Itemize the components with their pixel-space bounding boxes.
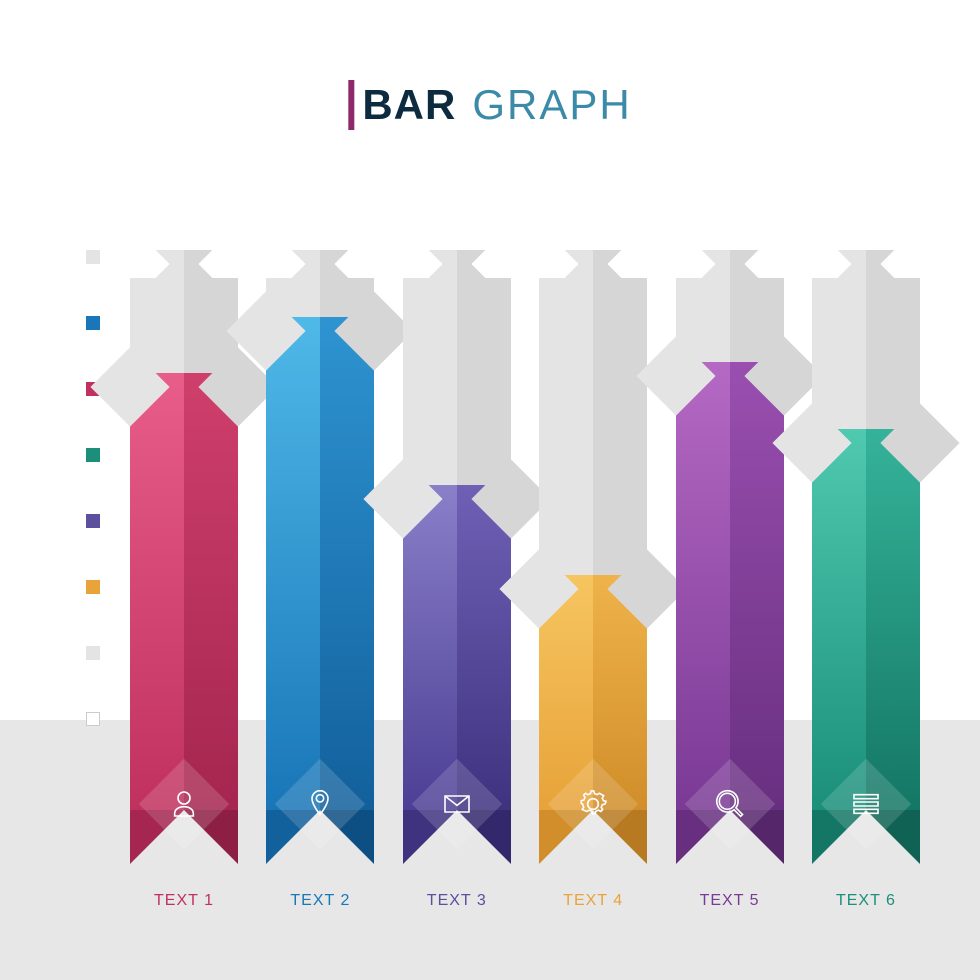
bar-column: TEXT 6 [812, 250, 920, 910]
bar [266, 250, 374, 810]
bar [812, 250, 920, 810]
bar-label: TEXT 5 [700, 892, 760, 910]
bar-column: TEXT 1 [130, 250, 238, 910]
legend-swatch [86, 580, 100, 594]
bar-column: TEXT 4 [539, 250, 647, 910]
bar [403, 250, 511, 810]
legend-swatch [86, 646, 100, 660]
bar-column: TEXT 5 [676, 250, 784, 910]
bar-label: TEXT 4 [563, 892, 623, 910]
bar-label: TEXT 3 [427, 892, 487, 910]
title-accent-bar [348, 80, 354, 130]
legend-swatch [86, 316, 100, 330]
bar [539, 250, 647, 810]
bar-column: TEXT 3 [403, 250, 511, 910]
bar-column: TEXT 2 [266, 250, 374, 910]
bar-chart: TEXT 1TEXT 2TEXT 3TEXT 4TEXT 5TEXT 6 [130, 250, 920, 870]
legend [86, 250, 100, 726]
legend-swatch [86, 448, 100, 462]
legend-swatch [86, 514, 100, 528]
bar-label: TEXT 2 [290, 892, 350, 910]
title-light: GRAPH [472, 81, 631, 129]
bar [676, 250, 784, 810]
bar-label: TEXT 6 [836, 892, 896, 910]
bar-fill [266, 317, 374, 810]
legend-swatch [86, 712, 100, 726]
bar [130, 250, 238, 810]
title-bold: BAR [362, 81, 456, 129]
bar-fill [676, 362, 784, 810]
bar-fill [812, 429, 920, 810]
legend-swatch [86, 250, 100, 264]
bar-fill [130, 373, 238, 810]
chart-title: BAR GRAPH [348, 80, 631, 130]
bar-label: TEXT 1 [154, 892, 214, 910]
